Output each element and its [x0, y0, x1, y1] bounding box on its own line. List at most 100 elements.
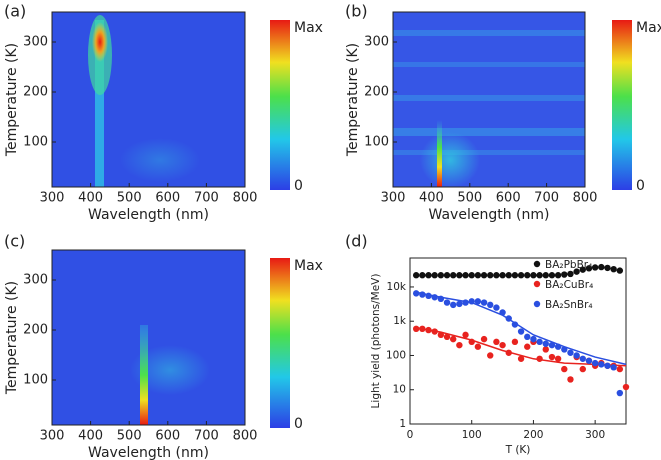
x-tick-label: 600 — [496, 191, 521, 206]
data-point — [443, 272, 451, 279]
legend-marker — [533, 280, 541, 288]
x-tick-label: 0 — [407, 429, 414, 441]
data-point — [511, 272, 519, 279]
data-point — [548, 353, 556, 361]
data-point — [437, 331, 445, 339]
data-point — [425, 292, 432, 300]
y-tick-label: 200 — [23, 323, 48, 338]
data-point — [474, 298, 482, 305]
x-tick-label: 500 — [457, 191, 482, 206]
data-point — [585, 265, 593, 272]
data-point — [450, 301, 457, 309]
data-point — [536, 272, 543, 279]
data-point — [505, 272, 512, 279]
data-point — [480, 272, 488, 279]
panel-label: (d) — [345, 232, 368, 251]
x-tick-label: 600 — [155, 429, 180, 444]
data-point — [610, 364, 617, 371]
data-point — [456, 272, 463, 279]
panel-label: (b) — [345, 2, 368, 21]
x-tick-label: 300 — [40, 429, 65, 444]
plot-frame — [51, 11, 246, 188]
x-tick-label: 800 — [573, 191, 598, 206]
y-axis-label: Temperature (K) — [345, 43, 361, 157]
x-axis-label: Wavelength (nm) — [88, 207, 209, 223]
x-tick-label: 300 — [40, 191, 65, 206]
legend-label: BA₂SnBr₄ — [545, 299, 593, 311]
data-point — [456, 300, 463, 308]
y-tick-label: 100 — [23, 373, 48, 388]
data-point — [536, 355, 543, 362]
data-point — [567, 349, 574, 356]
data-point — [573, 352, 580, 359]
data-point — [499, 341, 506, 349]
colorbar-max: Max — [294, 20, 323, 36]
data-point — [554, 272, 562, 279]
colorbar — [612, 20, 632, 190]
data-point — [468, 338, 475, 346]
legend-marker — [533, 260, 541, 268]
heatmap-image — [52, 12, 245, 187]
y-tick-label: 1 — [399, 418, 406, 430]
heatmap-image — [52, 250, 245, 425]
y-tick-label: 200 — [23, 85, 48, 100]
data-point — [530, 335, 537, 343]
data-point — [542, 340, 549, 347]
colorbar — [270, 20, 290, 190]
data-point — [548, 272, 556, 279]
data-point — [616, 365, 624, 373]
data-point — [487, 352, 494, 359]
y-tick-label: 100 — [364, 135, 389, 150]
colorbar-min: 0 — [294, 416, 303, 432]
data-point — [499, 309, 506, 316]
data-point — [450, 335, 457, 343]
data-point — [554, 343, 562, 350]
colorbar-max: Max — [636, 20, 661, 36]
panel-label: (c) — [4, 232, 25, 251]
data-point — [431, 328, 438, 335]
data-point — [462, 331, 469, 339]
data-point — [412, 290, 420, 297]
data-point — [412, 325, 420, 333]
x-tick-label: 700 — [534, 191, 559, 206]
y-tick-label: 300 — [23, 35, 48, 50]
data-point — [505, 349, 512, 356]
data-point — [622, 383, 630, 391]
data-point — [462, 299, 469, 306]
data-point — [505, 315, 512, 322]
data-point — [616, 389, 624, 397]
data-point — [517, 328, 525, 335]
data-point — [604, 264, 611, 272]
y-tick-label: 300 — [23, 273, 48, 288]
data-point — [462, 272, 469, 279]
x-tick-label: 400 — [78, 429, 103, 444]
colorbar-min: 0 — [294, 178, 303, 194]
data-point — [456, 341, 463, 349]
x-tick-label: 800 — [233, 429, 258, 444]
data-point — [474, 272, 482, 279]
data-point — [419, 272, 426, 279]
data-point — [604, 362, 611, 369]
plot-frame — [409, 257, 627, 425]
x-tick-label: 100 — [462, 429, 482, 441]
fit-line — [416, 326, 627, 367]
x-tick-label: 600 — [155, 191, 180, 206]
x-tick-label: 500 — [117, 429, 142, 444]
data-point — [591, 264, 599, 271]
data-point — [591, 359, 599, 367]
data-point — [579, 365, 586, 373]
y-tick-label: 10 — [393, 384, 406, 396]
data-point — [524, 272, 531, 279]
x-axis-label: Wavelength (nm) — [429, 207, 550, 223]
data-point — [554, 355, 562, 362]
data-point — [542, 346, 549, 353]
data-point — [511, 321, 519, 328]
data-point — [579, 355, 586, 362]
data-point — [610, 265, 617, 273]
legend-marker — [533, 300, 541, 308]
x-tick-label: 700 — [194, 429, 219, 444]
data-point — [548, 341, 556, 349]
panel-label: (a) — [4, 2, 26, 21]
colorbar — [270, 258, 290, 428]
